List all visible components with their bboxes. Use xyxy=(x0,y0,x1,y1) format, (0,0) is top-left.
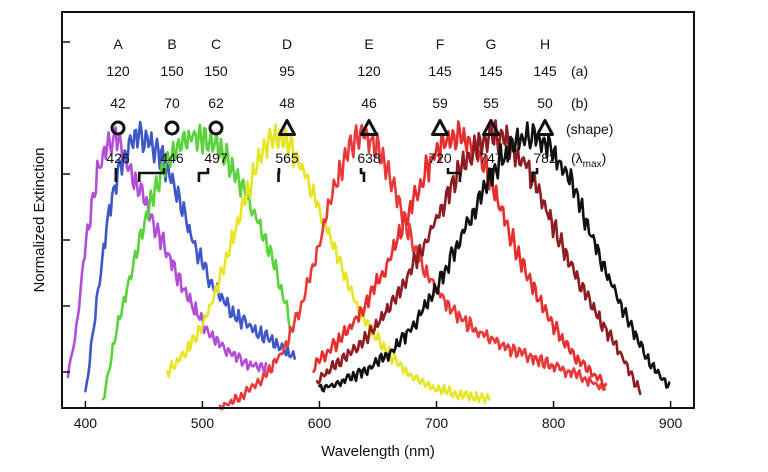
peak-marker xyxy=(359,168,366,182)
col-label: E xyxy=(364,36,373,52)
row-label-a: (a) xyxy=(571,63,588,79)
value-b: 62 xyxy=(208,95,224,111)
spectrum-curve-g xyxy=(315,119,642,396)
value-b: 55 xyxy=(483,95,499,111)
value-a: 145 xyxy=(479,63,503,79)
spectrum-curve-e xyxy=(218,124,607,411)
lambda-max-value: 426 xyxy=(106,150,130,166)
lambda-subscript: max xyxy=(583,159,602,170)
lambda-open-paren: ( xyxy=(571,150,576,166)
col-label: G xyxy=(486,36,497,52)
value-a: 120 xyxy=(357,63,381,79)
value-b: 59 xyxy=(432,95,448,111)
lambda-max-value: 782 xyxy=(533,150,557,166)
peak-marker xyxy=(137,168,166,182)
spectrum-curve-b xyxy=(84,120,297,393)
triangle-shape-icon xyxy=(482,119,500,136)
spectra-curves xyxy=(66,119,671,411)
row-label-shape: (shape) xyxy=(566,121,613,137)
triangle-shape-icon xyxy=(278,119,296,136)
value-a: 150 xyxy=(160,63,184,79)
row-label-lambda-max: (λmax) xyxy=(571,150,606,170)
lambda-max-value: 446 xyxy=(160,150,184,166)
lambda-max-value: 747 xyxy=(479,150,503,166)
x-tick-label: 500 xyxy=(191,415,215,431)
value-b: 46 xyxy=(361,95,377,111)
triangle-shape-icon xyxy=(431,119,449,136)
lambda-max-value: 638 xyxy=(357,150,381,166)
x-tick-label: 700 xyxy=(425,415,449,431)
x-tick-label: 800 xyxy=(542,415,566,431)
col-label: D xyxy=(282,36,292,52)
col-label: B xyxy=(167,36,176,52)
x-tick-label: 900 xyxy=(659,415,683,431)
circle-shape-icon xyxy=(110,120,126,136)
y-axis-label: Normalized Extinction xyxy=(31,147,48,292)
lambda-close-paren: ) xyxy=(602,150,607,166)
axes: 400 500 600 700 800 900 xyxy=(62,41,683,431)
lambda-max-value: 497 xyxy=(204,150,228,166)
value-b: 48 xyxy=(279,95,295,111)
lambda-max-value: 720 xyxy=(428,150,452,166)
value-a: 150 xyxy=(204,63,228,79)
value-b: 70 xyxy=(164,95,180,111)
plot-frame xyxy=(61,11,695,409)
spectrum-curve-c xyxy=(101,123,294,401)
peak-marker xyxy=(531,168,539,182)
peak-marker xyxy=(197,168,210,182)
triangle-shape-icon xyxy=(536,119,554,136)
col-label: F xyxy=(436,36,445,52)
col-label: C xyxy=(211,36,221,52)
col-label: H xyxy=(540,36,550,52)
value-a: 145 xyxy=(533,63,557,79)
peak-marker xyxy=(446,168,462,182)
circle-shape-icon xyxy=(164,120,180,136)
triangle-shape-icon xyxy=(360,119,378,136)
value-a: 95 xyxy=(279,63,295,79)
spectrum-curve-h xyxy=(318,121,671,393)
annotation-table: A 120 42 426 B 150 70 446 C 150 62 497 D 95 48 565 E 120 4… xyxy=(106,36,613,182)
x-tick-label: 400 xyxy=(74,415,98,431)
spectrum-curve-f xyxy=(312,120,608,388)
x-tick-label: 600 xyxy=(308,415,332,431)
x-axis-label: Wavelength (nm) xyxy=(321,443,435,460)
value-a: 145 xyxy=(428,63,452,79)
spectrum-curve-a xyxy=(66,126,268,379)
circle-shape-icon xyxy=(208,120,224,136)
spectrum-curve-d xyxy=(166,123,491,405)
col-label: A xyxy=(113,36,123,52)
lambda-max-value: 565 xyxy=(275,150,299,166)
value-b: 42 xyxy=(110,95,126,111)
value-b: 50 xyxy=(537,95,553,111)
row-label-b: (b) xyxy=(571,95,588,111)
lambda-symbol: λ xyxy=(576,150,583,166)
value-a: 120 xyxy=(106,63,130,79)
